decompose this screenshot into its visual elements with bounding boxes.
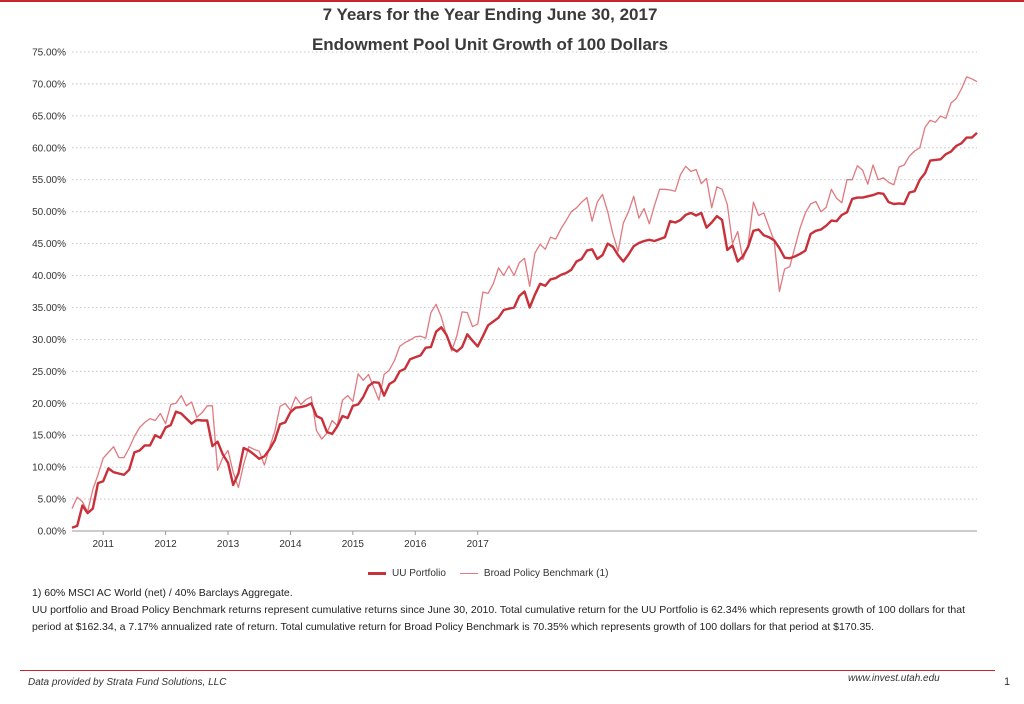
- x-tick-label: 2011: [92, 539, 114, 550]
- y-axis-ticks: 0.00% 5.00% 10.00% 15.00% 20.00% 25.00% 30.00%…: [32, 48, 66, 538]
- bottom-rule: [20, 670, 995, 671]
- line-chart: 0.00% 5.00% 10.00% 15.00% 20.00% 25.00% 30.00%…: [32, 48, 978, 550]
- x-tick-label: 2013: [217, 539, 240, 550]
- website-url: www.invest.utah.edu: [848, 673, 940, 684]
- y-tick-label: 45.00%: [32, 239, 66, 250]
- y-tick-label: 50.00%: [32, 207, 66, 218]
- x-tick-label: 2015: [342, 539, 365, 550]
- legend: UU Portfolio Broad Policy Benchmark (1): [368, 568, 622, 579]
- y-tick-label: 35.00%: [32, 303, 66, 314]
- x-tick-label: 2016: [404, 539, 427, 550]
- chart-title: 7 Years for the Year Ending June 30, 201…: [322, 5, 658, 24]
- y-tick-label: 70.00%: [32, 79, 66, 90]
- y-tick-label: 5.00%: [38, 495, 66, 506]
- y-tick-label: 75.00%: [32, 48, 66, 59]
- y-tick-label: 40.00%: [32, 271, 66, 282]
- description-text: UU portfolio and Broad Policy Benchmark …: [32, 604, 966, 633]
- footnote: 1) 60% MSCI AC World (net) / 40% Barclay…: [32, 587, 293, 599]
- legend-swatch-uu: [368, 572, 386, 575]
- y-tick-label: 60.00%: [32, 143, 66, 154]
- legend-swatch-benchmark: [459, 573, 478, 574]
- x-tick-label: 2014: [279, 539, 302, 550]
- series-lines: [71, 76, 978, 529]
- chart-subtitle: Endowment Pool Unit Growth of 100 Dollar…: [311, 35, 669, 54]
- y-tick-label: 30.00%: [32, 335, 66, 346]
- series-line-broad-policy-benchmark: [71, 76, 978, 513]
- y-tick-label: 55.00%: [32, 175, 66, 186]
- y-tick-label: 0.00%: [38, 527, 66, 538]
- y-tick-label: 20.00%: [32, 399, 66, 410]
- data-source: Data provided by Strata Fund Solutions, …: [28, 677, 227, 688]
- y-tick-label: 65.00%: [32, 111, 66, 122]
- legend-item-benchmark: Broad Policy Benchmark (1): [459, 568, 609, 579]
- top-rule: [0, 0, 1024, 2]
- legend-label-benchmark: Broad Policy Benchmark (1): [483, 568, 609, 579]
- gridlines: [72, 51, 977, 532]
- series-line-uu-portfolio: [71, 132, 978, 529]
- x-tick-label: 2012: [154, 539, 177, 550]
- legend-item-uu: UU Portfolio: [368, 568, 446, 579]
- y-tick-label: 10.00%: [32, 463, 66, 474]
- x-tick-label: 2017: [467, 539, 490, 550]
- x-axis-ticks: 2011 2012 2013 2014 2015 2016 2017: [92, 531, 489, 550]
- page-number: 1: [1004, 676, 1011, 688]
- legend-label-uu: UU Portfolio: [392, 568, 446, 579]
- y-tick-label: 25.00%: [32, 367, 66, 378]
- y-tick-label: 15.00%: [32, 431, 66, 442]
